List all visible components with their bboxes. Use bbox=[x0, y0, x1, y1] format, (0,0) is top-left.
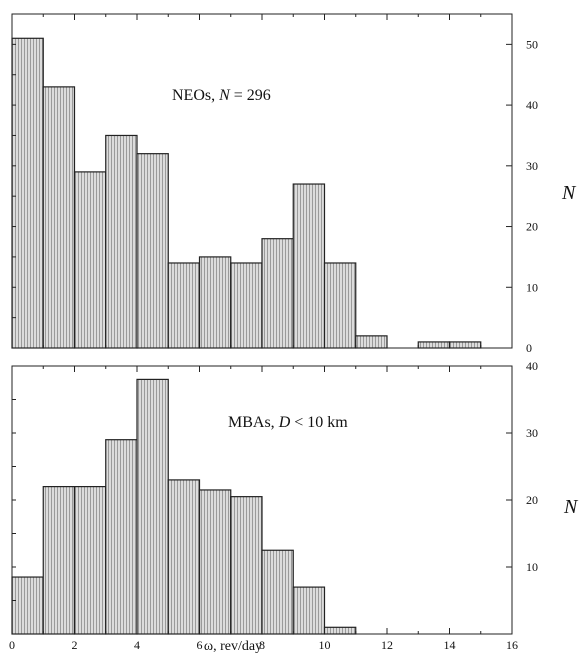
bottom-ticks: 10 20 30 40 0 2 4 6 8 10 12 14 16 bbox=[9, 359, 538, 652]
top-bars bbox=[11, 37, 482, 349]
top-bar-6 bbox=[198, 256, 232, 349]
bottom-y-axis-label: N bbox=[563, 496, 579, 518]
bottom-bar-4 bbox=[136, 378, 169, 635]
bottom-xtick-label-5: 10 bbox=[319, 638, 331, 652]
top-bar-7 bbox=[230, 262, 263, 349]
top-bar-0 bbox=[11, 37, 44, 349]
top-ticks: 0 10 20 30 40 50 bbox=[11, 14, 538, 355]
top-ytick-label-5: 50 bbox=[526, 37, 538, 51]
top-bar-1 bbox=[42, 86, 76, 349]
bottom-xtick-label-7: 14 bbox=[444, 638, 456, 652]
top-bar-3 bbox=[105, 134, 138, 349]
bottom-ytick-label-1: 20 bbox=[526, 493, 538, 507]
top-bar-5 bbox=[167, 262, 201, 349]
bottom-annotation: MBAs, D < 10 km bbox=[228, 414, 348, 431]
bottom-bar-2 bbox=[73, 486, 107, 635]
bottom-xtick-label-0: 0 bbox=[9, 638, 15, 652]
top-ytick-label-4: 40 bbox=[526, 98, 538, 112]
top-panel: 0 10 20 30 40 50 NEOs, N = 296 N bbox=[11, 13, 577, 355]
bottom-xtick-label-6: 12 bbox=[381, 638, 393, 652]
top-bar-13 bbox=[417, 341, 451, 349]
bottom-bars bbox=[11, 378, 357, 635]
bottom-bar-1 bbox=[42, 486, 76, 635]
bottom-bar-0 bbox=[11, 576, 44, 635]
bottom-xtick-label-3: 6 bbox=[197, 638, 203, 652]
top-y-axis-label: N bbox=[561, 182, 577, 204]
top-ytick-label-0: 0 bbox=[526, 341, 532, 355]
top-bar-9 bbox=[292, 183, 326, 349]
bottom-bar-8 bbox=[261, 549, 294, 635]
top-ytick-label-2: 20 bbox=[526, 220, 538, 234]
top-bar-14 bbox=[448, 341, 482, 349]
bottom-xtick-label-8: 16 bbox=[506, 638, 518, 652]
bottom-bar-5 bbox=[167, 479, 201, 635]
bottom-bar-10 bbox=[323, 626, 357, 635]
bottom-ytick-label-2: 30 bbox=[526, 426, 538, 440]
bottom-ytick-label-3: 40 bbox=[526, 359, 538, 373]
top-bar-11 bbox=[355, 335, 388, 349]
top-annotation: NEOs, N = 296 bbox=[172, 87, 271, 104]
bottom-bar-7 bbox=[230, 496, 263, 635]
top-bar-4 bbox=[136, 153, 169, 349]
top-ytick-label-3: 30 bbox=[526, 159, 538, 173]
bottom-bar-3 bbox=[105, 439, 138, 635]
top-bar-8 bbox=[261, 238, 294, 349]
bottom-xtick-label-2: 4 bbox=[134, 638, 140, 652]
top-bar-2 bbox=[73, 171, 107, 349]
bottom-bar-6 bbox=[198, 489, 232, 635]
bottom-xtick-label-4: 8 bbox=[259, 638, 265, 652]
bottom-xtick-label-1: 2 bbox=[72, 638, 78, 652]
top-bar-10 bbox=[323, 262, 357, 349]
top-ytick-label-1: 10 bbox=[526, 280, 538, 294]
bottom-bar-9 bbox=[292, 586, 326, 635]
x-axis-label: ω, rev/day bbox=[204, 639, 262, 654]
bottom-ytick-label-0: 10 bbox=[526, 560, 538, 574]
